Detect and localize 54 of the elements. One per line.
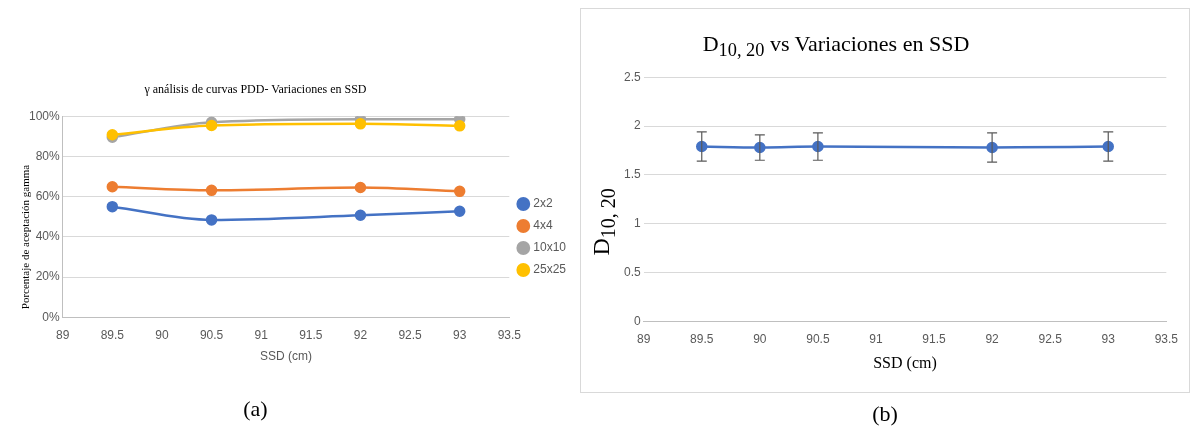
x-tick-label: 93	[1101, 331, 1116, 346]
point	[453, 185, 466, 198]
x-tick-label: 91.5	[922, 331, 947, 346]
legend-label: 10x10	[533, 240, 567, 255]
x-tick-label: 90	[155, 327, 169, 342]
point	[106, 200, 119, 213]
text: (b)	[871, 401, 899, 427]
x-tick-label: 89	[637, 331, 651, 346]
y-tick-label: 0%	[42, 309, 61, 324]
x-tick-label: 93.5	[1154, 331, 1179, 346]
point	[106, 181, 119, 193]
y-tick-label: 0.5	[623, 264, 641, 279]
x-tick-label: 90.5	[806, 331, 830, 346]
point	[354, 209, 367, 222]
legend-label: 25x25	[533, 262, 567, 277]
x-tick-label: 92.5	[398, 327, 423, 342]
x-tick-label: 91.5	[299, 327, 323, 342]
point	[205, 214, 218, 226]
chart-title: γ análisis de curvas PDD- Variaciones en SSD	[143, 82, 368, 97]
x-tick-label: 91	[254, 327, 269, 342]
legend-label: 4x4	[533, 218, 553, 233]
x-tick-label: 92.5	[1038, 331, 1063, 346]
legend-label: 2x2	[533, 196, 553, 211]
x-tick-label: 92	[985, 331, 1000, 346]
x-axis-title: SSD (cm)	[260, 349, 312, 364]
chart-title: D$_{10, 20}$ vs Variaciones en SSD	[701, 31, 971, 62]
y-tick-label: 20%	[35, 269, 61, 284]
point	[453, 205, 466, 218]
x-tick-label: 90	[753, 331, 767, 346]
point	[205, 184, 218, 197]
y-axis-title: Porcentaje de aceptación gamma	[19, 164, 31, 310]
x-axis-title: SSD (cm)	[873, 353, 937, 372]
x-tick-label: 91	[869, 331, 883, 346]
x-tick-label: 93.5	[497, 327, 522, 342]
y-tick-label: 40%	[35, 229, 61, 244]
y-tick-label: 60%	[35, 188, 61, 203]
x-tick-label: 89.5	[100, 327, 125, 342]
point	[205, 119, 218, 132]
x-tick-label: 90.5	[199, 327, 224, 342]
x-tick-label: 89.5	[690, 331, 714, 346]
y-tick-label: 80%	[35, 148, 61, 163]
y-tick-label: 2.5	[623, 69, 641, 84]
text: (a)	[242, 396, 269, 422]
point	[354, 118, 367, 130]
point	[453, 120, 466, 132]
point	[354, 181, 367, 194]
y-tick-label: 100%	[28, 108, 61, 123]
y-tick-label: 1	[633, 216, 641, 231]
x-tick-label: 93	[453, 327, 467, 342]
y-tick-label: 0	[633, 313, 641, 328]
x-tick-label: 92	[353, 327, 368, 342]
y-tick-label: 1.5	[623, 167, 641, 182]
y-tick-label: 2	[633, 118, 641, 133]
x-tick-label: 89	[56, 327, 70, 342]
